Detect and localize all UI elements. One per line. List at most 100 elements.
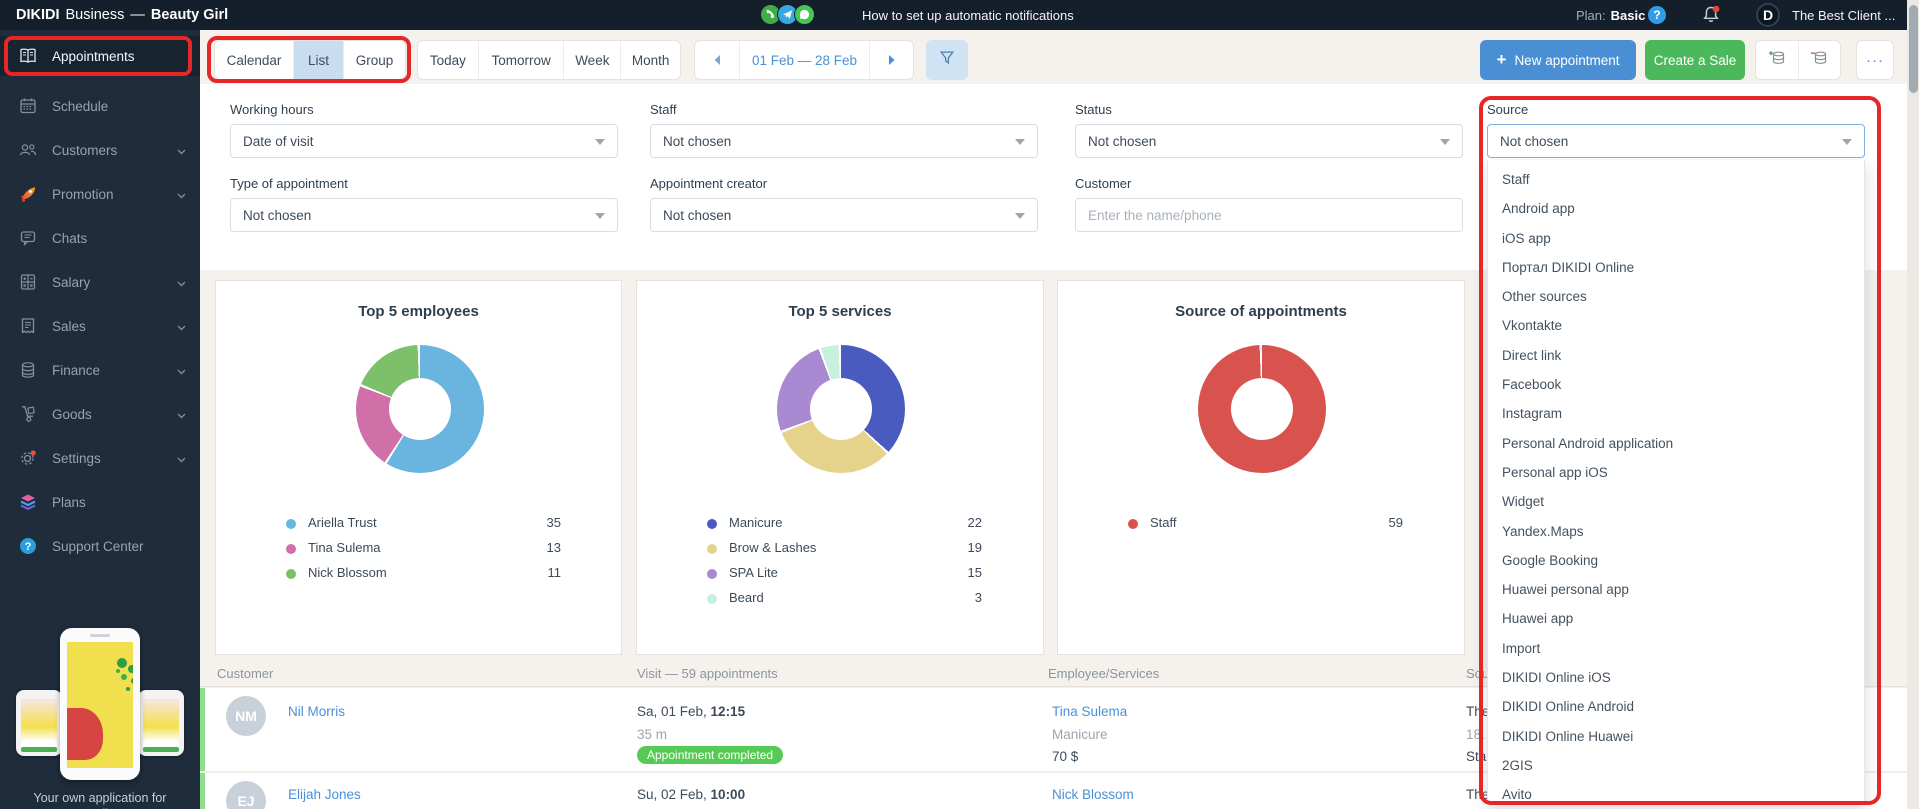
more-actions-button[interactable]: ··· [1856, 40, 1894, 80]
employee-name-link[interactable]: Tina Sulema [1052, 704, 1127, 719]
source-option[interactable]: Портал DIKIDI Online [1488, 253, 1864, 282]
sidebar-item-plans[interactable]: Plans [0, 482, 200, 522]
appointment-creator-select[interactable]: Not chosen [650, 198, 1038, 232]
create-sale-button[interactable]: Create a Sale [1645, 40, 1745, 80]
chart-title: Top 5 employees [216, 303, 621, 320]
dikidi-logo[interactable]: D [1756, 3, 1780, 27]
top-header: DIKIDI Business — Beauty Girl How to set… [0, 0, 1919, 30]
help-icon[interactable]: ? [1648, 6, 1666, 24]
sidebar-item-chats[interactable]: Chats [0, 218, 200, 258]
status-select[interactable]: Not chosen [1075, 124, 1463, 158]
sidebar-item-sales[interactable]: Sales [0, 306, 200, 346]
source-option[interactable]: Vkontakte [1488, 311, 1864, 340]
brand-business: Business [66, 7, 125, 23]
app-promo-caption: Your own application for your clients [25, 790, 175, 809]
promotion-icon [18, 184, 38, 204]
tab-group[interactable]: Group [343, 41, 405, 79]
avatar[interactable]: EJ [226, 781, 266, 809]
prev-period-arrow-icon[interactable] [695, 41, 739, 79]
sidebar-item-schedule[interactable]: Schedule [0, 86, 200, 126]
remove-money-button[interactable] [1798, 41, 1841, 79]
source-option[interactable]: Instagram [1488, 399, 1864, 428]
working-hours-select[interactable]: Date of visit [230, 124, 618, 158]
source-option[interactable]: Staff [1488, 165, 1864, 194]
messenger-icons[interactable] [760, 4, 811, 25]
range-tomorrow[interactable]: Tomorrow [478, 41, 564, 79]
source-option[interactable]: Google Booking [1488, 546, 1864, 575]
notifications-promo-link[interactable]: How to set up automatic notifications [862, 0, 1074, 30]
employee-name-link[interactable]: Nick Blossom [1052, 787, 1134, 802]
status-badge: Appointment completed [637, 746, 783, 764]
sidebar-item-label: Settings [52, 451, 101, 466]
source-option[interactable]: Import [1488, 634, 1864, 663]
view-tabs-group: Calendar List Group [214, 40, 406, 80]
source-option[interactable]: Direct link [1488, 341, 1864, 370]
source-option[interactable]: DIKIDI Online iOS [1488, 663, 1864, 692]
filter-button[interactable] [926, 40, 968, 80]
customer-search-input[interactable] [1075, 198, 1463, 232]
customer-name-link[interactable]: Elijah Jones [288, 787, 361, 802]
chart-title: Top 5 services [637, 303, 1043, 320]
whatsapp-icon[interactable] [794, 4, 815, 25]
sidebar-item-settings[interactable]: Settings [0, 438, 200, 478]
sidebar-item-appointments[interactable]: Appointments [0, 36, 200, 76]
sidebar-item-label: Customers [52, 143, 117, 158]
sidebar-item-promotion[interactable]: Promotion [0, 174, 200, 214]
plan-info[interactable]: Plan: Basic [1576, 0, 1645, 30]
account-name[interactable]: The Best Client ... [1792, 0, 1895, 30]
range-week[interactable]: Week [563, 41, 620, 79]
sidebar-item-label: Support Center [52, 539, 144, 554]
source-value: Not chosen [1500, 134, 1568, 149]
sidebar-item-goods[interactable]: Goods [0, 394, 200, 434]
avatar[interactable]: NM [226, 696, 266, 736]
source-option[interactable]: DIKIDI Online Android [1488, 692, 1864, 721]
type-of-appointment-select[interactable]: Not chosen [230, 198, 618, 232]
source-option[interactable]: Facebook [1488, 370, 1864, 399]
customers-icon [18, 140, 38, 160]
plan-label: Plan: [1576, 8, 1606, 23]
sidebar-item-customers[interactable]: Customers [0, 130, 200, 170]
customer-name-link[interactable]: Nil Morris [288, 704, 345, 719]
range-today[interactable]: Today [418, 41, 478, 79]
source-option[interactable]: 2GIS [1488, 751, 1864, 780]
goods-icon [18, 404, 38, 424]
staff-select[interactable]: Not chosen [650, 124, 1038, 158]
source-option[interactable]: Avito [1488, 780, 1864, 805]
source-select[interactable]: Not chosen [1487, 124, 1865, 158]
date-range-display[interactable]: 01 Feb — 28 Feb [739, 41, 869, 79]
sidebar-item-salary[interactable]: Salary [0, 262, 200, 302]
source-option[interactable]: Widget [1488, 487, 1864, 516]
staff-value: Not chosen [663, 134, 731, 149]
sidebar-item-support-center[interactable]: ? Support Center [0, 526, 200, 566]
caret-down-icon [1440, 139, 1450, 145]
scrollbar-thumb[interactable] [1909, 5, 1918, 93]
source-option[interactable]: DIKIDI Online Huawei [1488, 722, 1864, 751]
notifications-bell-icon[interactable] [1700, 4, 1722, 31]
legend-row: Tina Sulema 13 [216, 538, 621, 563]
source-text: 18. [1466, 727, 1485, 742]
tab-calendar[interactable]: Calendar [215, 41, 293, 79]
legend-value: 11 [511, 565, 561, 580]
source-option[interactable]: Yandex.Maps [1488, 517, 1864, 546]
scrollbar-track[interactable] [1907, 0, 1919, 809]
chart-card-top-services: Top 5 services Manicure 22 Brow & Lashes… [636, 280, 1044, 655]
source-option[interactable]: Android app [1488, 194, 1864, 223]
next-period-arrow-icon[interactable] [869, 41, 913, 79]
source-option[interactable]: iOS app [1488, 224, 1864, 253]
sidebar-item-finance[interactable]: Finance [0, 350, 200, 390]
source-option[interactable]: Huawei app [1488, 604, 1864, 633]
source-option[interactable]: Huawei personal app [1488, 575, 1864, 604]
range-month[interactable]: Month [620, 41, 680, 79]
col-customer: Customer [217, 666, 273, 681]
source-option[interactable]: Personal app iOS [1488, 458, 1864, 487]
add-money-button[interactable] [1756, 41, 1798, 79]
source-option[interactable]: Other sources [1488, 282, 1864, 311]
new-appointment-button[interactable]: + New appointment [1480, 40, 1636, 80]
donut-chart-sources [1198, 345, 1326, 473]
tab-list[interactable]: List [293, 41, 343, 79]
row-status-bar [200, 773, 205, 809]
source-option[interactable]: Personal Android application [1488, 429, 1864, 458]
chart-title: Source of appointments [1058, 303, 1464, 320]
legend-dot [707, 544, 717, 554]
col-employee-services: Employee/Services [1048, 666, 1159, 681]
